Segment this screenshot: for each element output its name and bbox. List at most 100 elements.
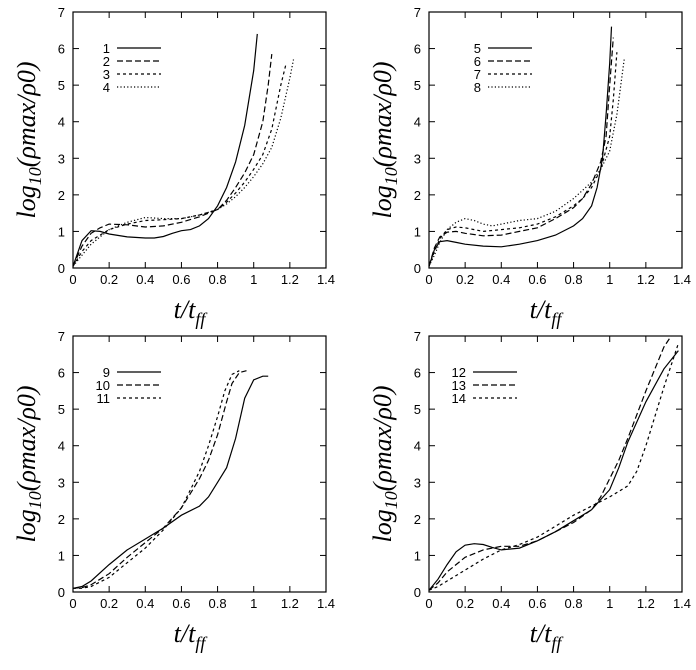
legend-label: 9 xyxy=(103,365,110,380)
series-line-9 xyxy=(72,375,269,589)
y-tick-label: 1 xyxy=(58,548,65,563)
series-line-12 xyxy=(428,350,679,591)
legend-label: 14 xyxy=(452,391,466,406)
x-tick-label: 0.2 xyxy=(456,596,474,611)
x-tick-label: 0.4 xyxy=(136,596,154,611)
x-tick-label: 0 xyxy=(69,596,76,611)
chart-panel-2: 0 0.2 0.4 0.6 0.8 1 1.2 1.401234567t/tfflog10(ρ… xyxy=(368,5,691,329)
y-tick-label: 0 xyxy=(58,261,65,276)
y-tick-label: 3 xyxy=(58,475,65,490)
x-tick-label: 1.2 xyxy=(637,596,655,611)
x-tick-label: 0.4 xyxy=(492,272,510,287)
y-axis-label: log10(ρmax/ρ0) xyxy=(368,61,401,218)
y-axis-label: log10(ρmax/ρ0) xyxy=(368,385,401,542)
series-line-8 xyxy=(428,59,625,267)
series-line-2 xyxy=(72,54,273,267)
y-tick-label: 0 xyxy=(414,585,421,600)
x-tick-label: 0.4 xyxy=(492,596,510,611)
series-line-6 xyxy=(428,37,614,267)
x-tick-label: 0.6 xyxy=(528,272,546,287)
legend-label: 8 xyxy=(474,80,481,95)
plot-frame xyxy=(428,11,683,269)
y-tick-label: 2 xyxy=(58,188,65,203)
x-axis-label: t/tff xyxy=(174,619,209,653)
y-tick-label: 7 xyxy=(414,5,421,20)
series-line-4 xyxy=(72,59,295,267)
y-tick-label: 5 xyxy=(414,402,421,417)
x-tick-label: 0 xyxy=(69,272,76,287)
x-tick-label: 1 xyxy=(250,596,257,611)
x-tick-label: 1.2 xyxy=(637,272,655,287)
y-tick-label: 3 xyxy=(58,151,65,166)
y-tick-label: 1 xyxy=(414,548,421,563)
x-tick-label: 1.4 xyxy=(673,272,691,287)
x-tick-label: 1.4 xyxy=(673,596,691,611)
y-axis-label: log10(ρmax/ρ0) xyxy=(12,61,45,218)
x-tick-label: 0.2 xyxy=(456,272,474,287)
y-tick-label: 2 xyxy=(414,512,421,527)
y-tick-label: 5 xyxy=(58,78,65,93)
legend-label: 7 xyxy=(474,67,481,82)
x-axis-label: t/tff xyxy=(530,295,565,329)
legend-label: 5 xyxy=(474,41,481,56)
x-tick-label: 1.2 xyxy=(281,272,299,287)
x-tick-label: 0.8 xyxy=(565,272,583,287)
x-tick-label: 0.4 xyxy=(136,272,154,287)
x-tick-label: 1.2 xyxy=(281,596,299,611)
legend-label: 4 xyxy=(103,80,110,95)
series-line-13 xyxy=(428,335,672,591)
y-tick-label: 5 xyxy=(58,402,65,417)
y-tick-label: 6 xyxy=(58,42,65,57)
y-tick-label: 4 xyxy=(414,115,421,130)
y-tick-label: 4 xyxy=(58,439,65,454)
x-tick-label: 1.4 xyxy=(317,596,335,611)
series-line-7 xyxy=(428,52,618,267)
y-tick-label: 7 xyxy=(58,329,65,344)
y-tick-label: 3 xyxy=(414,151,421,166)
x-tick-label: 0.8 xyxy=(565,596,583,611)
y-tick-label: 2 xyxy=(414,188,421,203)
x-tick-label: 0.6 xyxy=(528,596,546,611)
legend-label: 11 xyxy=(97,391,111,406)
x-tick-label: 1 xyxy=(250,272,257,287)
plot-frame xyxy=(72,11,327,269)
y-tick-label: 0 xyxy=(414,261,421,276)
y-tick-label: 6 xyxy=(414,366,421,381)
legend-label: 6 xyxy=(474,54,481,69)
y-tick-label: 7 xyxy=(414,329,421,344)
series-line-11 xyxy=(73,370,240,589)
y-tick-label: 1 xyxy=(58,224,65,239)
y-tick-label: 5 xyxy=(414,78,421,93)
plot-frame xyxy=(72,335,327,593)
x-tick-label: 0.8 xyxy=(209,596,227,611)
chart-panel-1: 0 0.2 0.4 0.6 0.8 1 1.2 1.401234567t/tfflog10(ρ… xyxy=(12,5,335,329)
legend-label: 2 xyxy=(103,54,110,69)
y-tick-label: 4 xyxy=(58,115,65,130)
y-tick-label: 7 xyxy=(58,5,65,20)
x-axis-label: t/tff xyxy=(530,619,565,653)
series-line-1 xyxy=(72,33,258,267)
x-tick-label: 1 xyxy=(606,272,613,287)
x-tick-label: 0.2 xyxy=(100,272,118,287)
legend-label: 12 xyxy=(452,365,466,380)
x-tick-label: 1.4 xyxy=(317,272,335,287)
x-tick-label: 1 xyxy=(606,596,613,611)
x-tick-label: 0.6 xyxy=(172,596,190,611)
y-tick-label: 2 xyxy=(58,512,65,527)
y-tick-label: 4 xyxy=(414,439,421,454)
series-line-5 xyxy=(428,26,613,267)
y-tick-label: 3 xyxy=(414,475,421,490)
series-line-14 xyxy=(428,343,679,591)
x-tick-label: 0.2 xyxy=(100,596,118,611)
series-line-10 xyxy=(72,370,247,589)
y-tick-label: 0 xyxy=(58,585,65,600)
y-tick-label: 6 xyxy=(414,42,421,57)
x-tick-label: 0 xyxy=(425,272,432,287)
chart-panel-4: 0 0.2 0.4 0.6 0.8 1 1.2 1.401234567t/tfflog10(ρ… xyxy=(368,329,691,653)
y-tick-label: 6 xyxy=(58,366,65,381)
legend-label: 1 xyxy=(103,41,110,56)
chart-panel-3: 0 0.2 0.4 0.6 0.8 1 1.2 1.4 0 1 2 3 4 5 6 7 t/tff log10(ρ… xyxy=(12,329,335,653)
x-tick-label: 0.8 xyxy=(209,272,227,287)
y-tick-label: 1 xyxy=(414,224,421,239)
